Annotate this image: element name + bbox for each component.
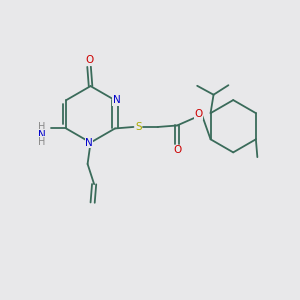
Text: H: H bbox=[38, 137, 45, 147]
Text: H: H bbox=[38, 122, 45, 132]
Text: S: S bbox=[135, 122, 142, 132]
Text: N: N bbox=[85, 138, 93, 148]
Text: O: O bbox=[194, 109, 203, 119]
Text: O: O bbox=[173, 146, 181, 155]
Text: N: N bbox=[112, 95, 120, 105]
Text: N: N bbox=[38, 130, 46, 140]
Text: O: O bbox=[85, 55, 93, 65]
